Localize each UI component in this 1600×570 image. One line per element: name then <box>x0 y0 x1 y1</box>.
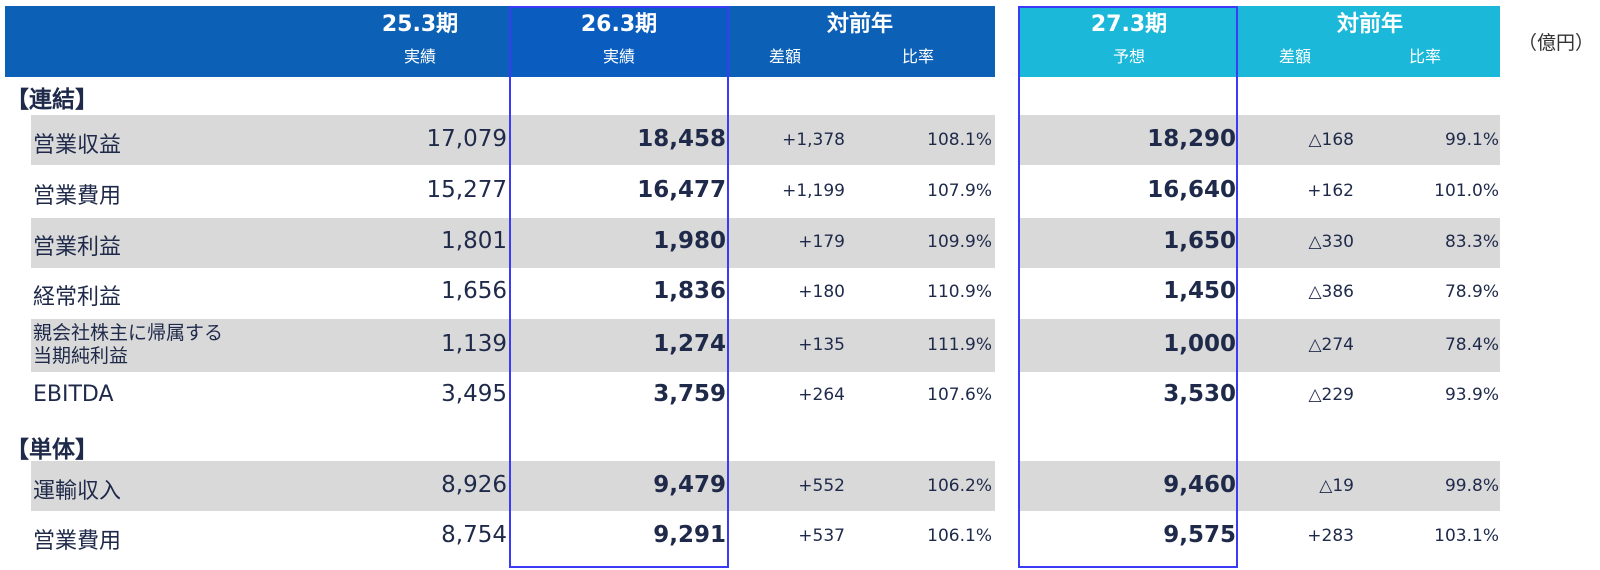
ratio-2: 103.1% <box>1434 526 1499 546</box>
row-label: 営業費用 <box>33 184 122 209</box>
row-label-line1: 親会社株主に帰属する <box>33 322 224 344</box>
ratio-2: 101.0% <box>1434 181 1499 201</box>
row-band <box>1019 115 1500 165</box>
header-bar-current <box>510 6 728 77</box>
value-25: 15,277 <box>426 177 507 203</box>
row-label: 営業収益 <box>33 133 122 158</box>
section-standalone: 【単体】 <box>6 437 98 463</box>
value-26: 9,291 <box>653 522 726 548</box>
value-26: 3,759 <box>653 381 726 407</box>
section-consolidated: 【連結】 <box>6 87 98 113</box>
ratio-2: 93.9% <box>1444 385 1499 405</box>
value-26: 1,836 <box>653 278 726 304</box>
ratio-1: 107.6% <box>927 385 992 405</box>
value-27: 16,640 <box>1147 177 1236 203</box>
header-bar-forecast <box>1019 6 1500 77</box>
row-label-line2: 当期純利益 <box>33 345 129 367</box>
header-period-27: 27.3期 <box>1090 12 1168 37</box>
value-26: 1,980 <box>653 228 726 254</box>
diff-2: △386 <box>1308 282 1354 302</box>
value-27: 9,460 <box>1163 472 1236 498</box>
header-period-25: 25.3期 <box>381 12 459 37</box>
value-27: 1,000 <box>1163 331 1236 357</box>
row-band <box>31 115 995 165</box>
ratio-2: 99.1% <box>1444 130 1499 150</box>
ratio-2: 78.4% <box>1444 335 1499 355</box>
ratio-1: 106.1% <box>927 526 992 546</box>
value-25: 17,079 <box>426 126 507 152</box>
ratio-1: 109.9% <box>927 232 992 252</box>
diff-2: △274 <box>1308 335 1354 355</box>
value-25: 1,801 <box>441 228 507 254</box>
header-type-26: 実績 <box>602 47 635 66</box>
value-26: 9,479 <box>653 472 726 498</box>
diff-1: +1,378 <box>782 130 845 150</box>
diff-2: △330 <box>1308 232 1354 252</box>
header-yoy-1: 対前年 <box>826 12 893 37</box>
value-27: 1,650 <box>1163 228 1236 254</box>
row-label: 経常利益 <box>33 285 122 310</box>
value-27: 3,530 <box>1163 381 1236 407</box>
ratio-1: 106.2% <box>927 476 992 496</box>
header-ratio-2: 比率 <box>1408 47 1441 66</box>
header-bar <box>5 6 995 77</box>
ratio-2: 99.8% <box>1444 476 1499 496</box>
value-25: 8,754 <box>441 522 507 548</box>
diff-1: +1,199 <box>782 181 845 201</box>
row-band <box>1019 218 1500 268</box>
row-band <box>1019 319 1500 372</box>
highlight-frame-current <box>509 6 729 568</box>
row-band <box>31 461 995 511</box>
diff-2: △168 <box>1308 130 1354 150</box>
value-25: 1,139 <box>441 331 507 357</box>
row-label: 営業利益 <box>33 235 122 260</box>
header-type-25: 実績 <box>403 47 436 66</box>
value-25: 1,656 <box>441 278 507 304</box>
header-ratio-1: 比率 <box>901 47 934 66</box>
diff-2: △229 <box>1308 385 1354 405</box>
header-diff-1: 差額 <box>768 47 801 66</box>
ratio-1: 107.9% <box>927 181 992 201</box>
diff-2: +162 <box>1307 181 1354 201</box>
row-label: 運輸収入 <box>33 479 122 504</box>
ratio-1: 108.1% <box>927 130 992 150</box>
diff-1: +537 <box>798 526 845 546</box>
value-25: 3,495 <box>441 381 507 407</box>
diff-1: +179 <box>798 232 845 252</box>
diff-1: +135 <box>798 335 845 355</box>
ratio-1: 110.9% <box>927 282 992 302</box>
header-diff-2: 差額 <box>1278 47 1311 66</box>
header-type-27: 予想 <box>1112 47 1145 66</box>
row-band <box>1019 461 1500 511</box>
value-27: 9,575 <box>1163 522 1236 548</box>
row-label: EBITDA <box>33 382 114 407</box>
diff-2: +283 <box>1307 526 1354 546</box>
value-26: 1,274 <box>653 331 726 357</box>
diff-1: +180 <box>798 282 845 302</box>
row-label: 営業費用 <box>33 529 122 554</box>
ratio-2: 83.3% <box>1444 232 1499 252</box>
value-26: 18,458 <box>637 126 726 152</box>
header-period-26: 26.3期 <box>580 12 658 37</box>
value-27: 18,290 <box>1147 126 1236 152</box>
row-band <box>31 319 995 372</box>
value-27: 1,450 <box>1163 278 1236 304</box>
unit-label: （億円） <box>1518 32 1595 54</box>
row-band <box>31 218 995 268</box>
ratio-2: 78.9% <box>1444 282 1499 302</box>
diff-2: △19 <box>1319 476 1354 496</box>
ratio-1: 111.9% <box>927 335 992 355</box>
highlight-frame-forecast <box>1018 6 1238 568</box>
value-25: 8,926 <box>441 472 507 498</box>
header-yoy-2: 対前年 <box>1336 12 1403 37</box>
value-26: 16,477 <box>637 177 726 203</box>
diff-1: +264 <box>798 385 845 405</box>
diff-1: +552 <box>798 476 845 496</box>
